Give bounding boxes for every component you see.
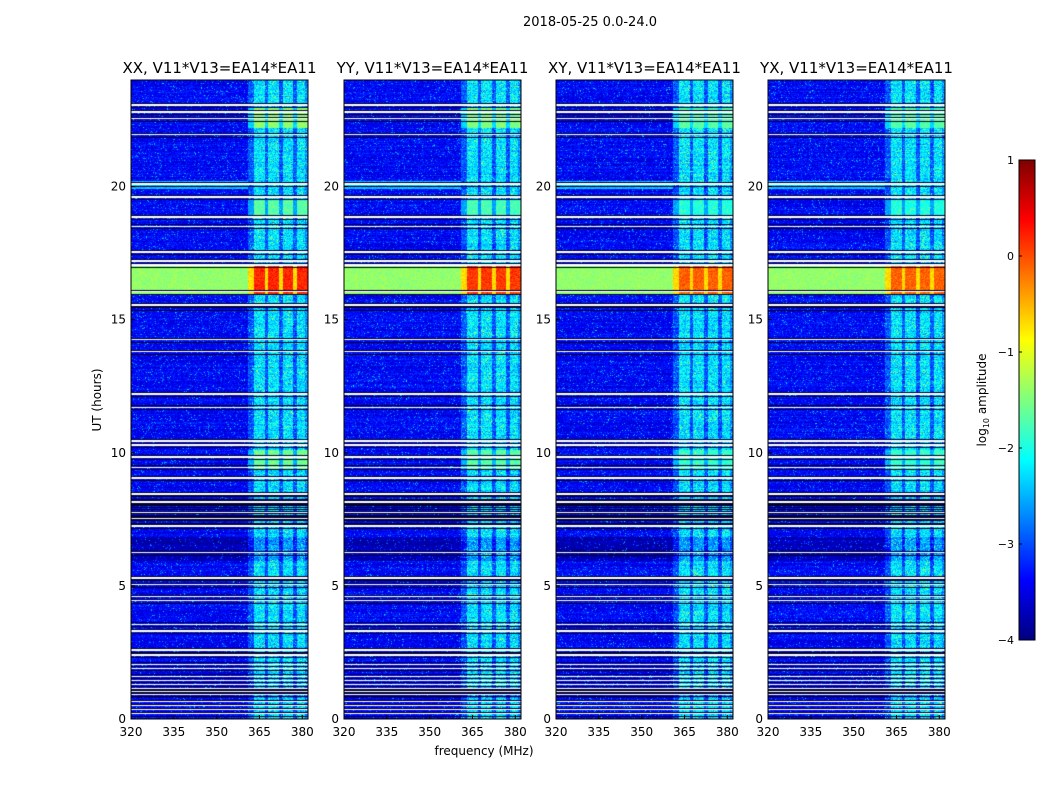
x-tick-label: 335 bbox=[375, 725, 398, 739]
y-tick-label: 0 bbox=[543, 712, 551, 726]
x-tick-label: 365 bbox=[673, 725, 696, 739]
panel-title: YX, V11*V13=EA14*EA11 bbox=[759, 59, 953, 77]
x-tick-label: 350 bbox=[630, 725, 653, 739]
y-tick-label: 10 bbox=[748, 446, 763, 460]
y-tick-label: 20 bbox=[111, 180, 126, 194]
y-tick-label: 10 bbox=[536, 446, 551, 460]
y-tick-label: 0 bbox=[331, 712, 339, 726]
x-tick-label: 380 bbox=[928, 725, 951, 739]
x-tick-label: 320 bbox=[120, 725, 143, 739]
y-tick-label: 0 bbox=[755, 712, 763, 726]
colorbar-tick-label: −2 bbox=[998, 442, 1014, 455]
colorbar-label: log10 amplitude bbox=[975, 354, 991, 447]
colorbar-tick-label: 1 bbox=[1007, 154, 1014, 167]
x-tick-label: 335 bbox=[162, 725, 185, 739]
y-tick-label: 0 bbox=[118, 712, 126, 726]
y-tick-label: 5 bbox=[331, 579, 339, 593]
y-tick-label: 20 bbox=[748, 180, 763, 194]
panel-frame bbox=[767, 79, 946, 720]
panel-xy: XY, V11*V13=EA14*EA11 320 335 350 365 380 0 5 10… bbox=[536, 59, 741, 739]
x-tick-label: 350 bbox=[418, 725, 441, 739]
figure-suptitle: 2018-05-25 0.0-24.0 bbox=[523, 15, 657, 30]
x-tick-label: 380 bbox=[716, 725, 739, 739]
y-tick-label: 10 bbox=[111, 446, 126, 460]
x-tick-label: 335 bbox=[799, 725, 822, 739]
panel-yx: YX, V11*V13=EA14*EA11 320 335 350 365 380 0 5 10… bbox=[748, 59, 953, 739]
y-tick-label: 15 bbox=[324, 313, 339, 327]
x-axis-label: frequency (MHz) bbox=[434, 744, 533, 758]
colorbar-tick-label: −4 bbox=[998, 634, 1014, 647]
y-tick-label: 10 bbox=[324, 446, 339, 460]
x-tick-label: 350 bbox=[205, 725, 228, 739]
x-tick-label: 365 bbox=[885, 725, 908, 739]
spectrogram-image bbox=[556, 80, 733, 719]
y-tick-label: 5 bbox=[543, 579, 551, 593]
colorbar: 1 0 −1 −2 −3 −4 bbox=[998, 154, 1036, 647]
y-tick-label: 5 bbox=[118, 579, 126, 593]
y-tick-label: 20 bbox=[536, 180, 551, 194]
y-tick-label: 20 bbox=[324, 180, 339, 194]
y-axis-label: UT (hours) bbox=[90, 368, 104, 431]
colorbar-tick-label: −3 bbox=[998, 538, 1014, 551]
spectrogram-image bbox=[344, 80, 521, 719]
y-tick-label: 15 bbox=[748, 313, 763, 327]
spectrogram-image bbox=[131, 80, 308, 719]
colorbar-tick-label: 0 bbox=[1007, 250, 1014, 263]
panel-frame bbox=[555, 79, 734, 720]
x-tick-label: 320 bbox=[545, 725, 568, 739]
panel-frame bbox=[130, 79, 309, 720]
panel-frame bbox=[343, 79, 522, 720]
panels-group: XX, V11*V13=EA14*EA11 320 335 350 365 380 0 5 10… bbox=[111, 59, 953, 739]
x-tick-label: 380 bbox=[504, 725, 527, 739]
panel-yy: YY, V11*V13=EA14*EA11 320 335 350 365 380 0 5 10… bbox=[324, 59, 529, 739]
spectrogram-image bbox=[768, 80, 945, 719]
y-tick-label: 15 bbox=[111, 313, 126, 327]
panel-title: YY, V11*V13=EA14*EA11 bbox=[336, 59, 529, 77]
panel-xx: XX, V11*V13=EA14*EA11 320 335 350 365 380 0 5 10… bbox=[111, 59, 317, 739]
x-tick-label: 350 bbox=[842, 725, 865, 739]
x-tick-label: 320 bbox=[757, 725, 780, 739]
colorbar-gradient bbox=[1018, 159, 1036, 641]
colorbar-tick-label: −1 bbox=[998, 346, 1014, 359]
x-tick-label: 380 bbox=[291, 725, 314, 739]
y-tick-label: 15 bbox=[536, 313, 551, 327]
panel-title: XX, V11*V13=EA14*EA11 bbox=[122, 59, 316, 77]
x-tick-label: 365 bbox=[461, 725, 484, 739]
x-tick-label: 365 bbox=[248, 725, 271, 739]
y-tick-label: 5 bbox=[755, 579, 763, 593]
panel-title: XY, V11*V13=EA14*EA11 bbox=[548, 59, 741, 77]
x-tick-label: 320 bbox=[333, 725, 356, 739]
x-tick-label: 335 bbox=[587, 725, 610, 739]
